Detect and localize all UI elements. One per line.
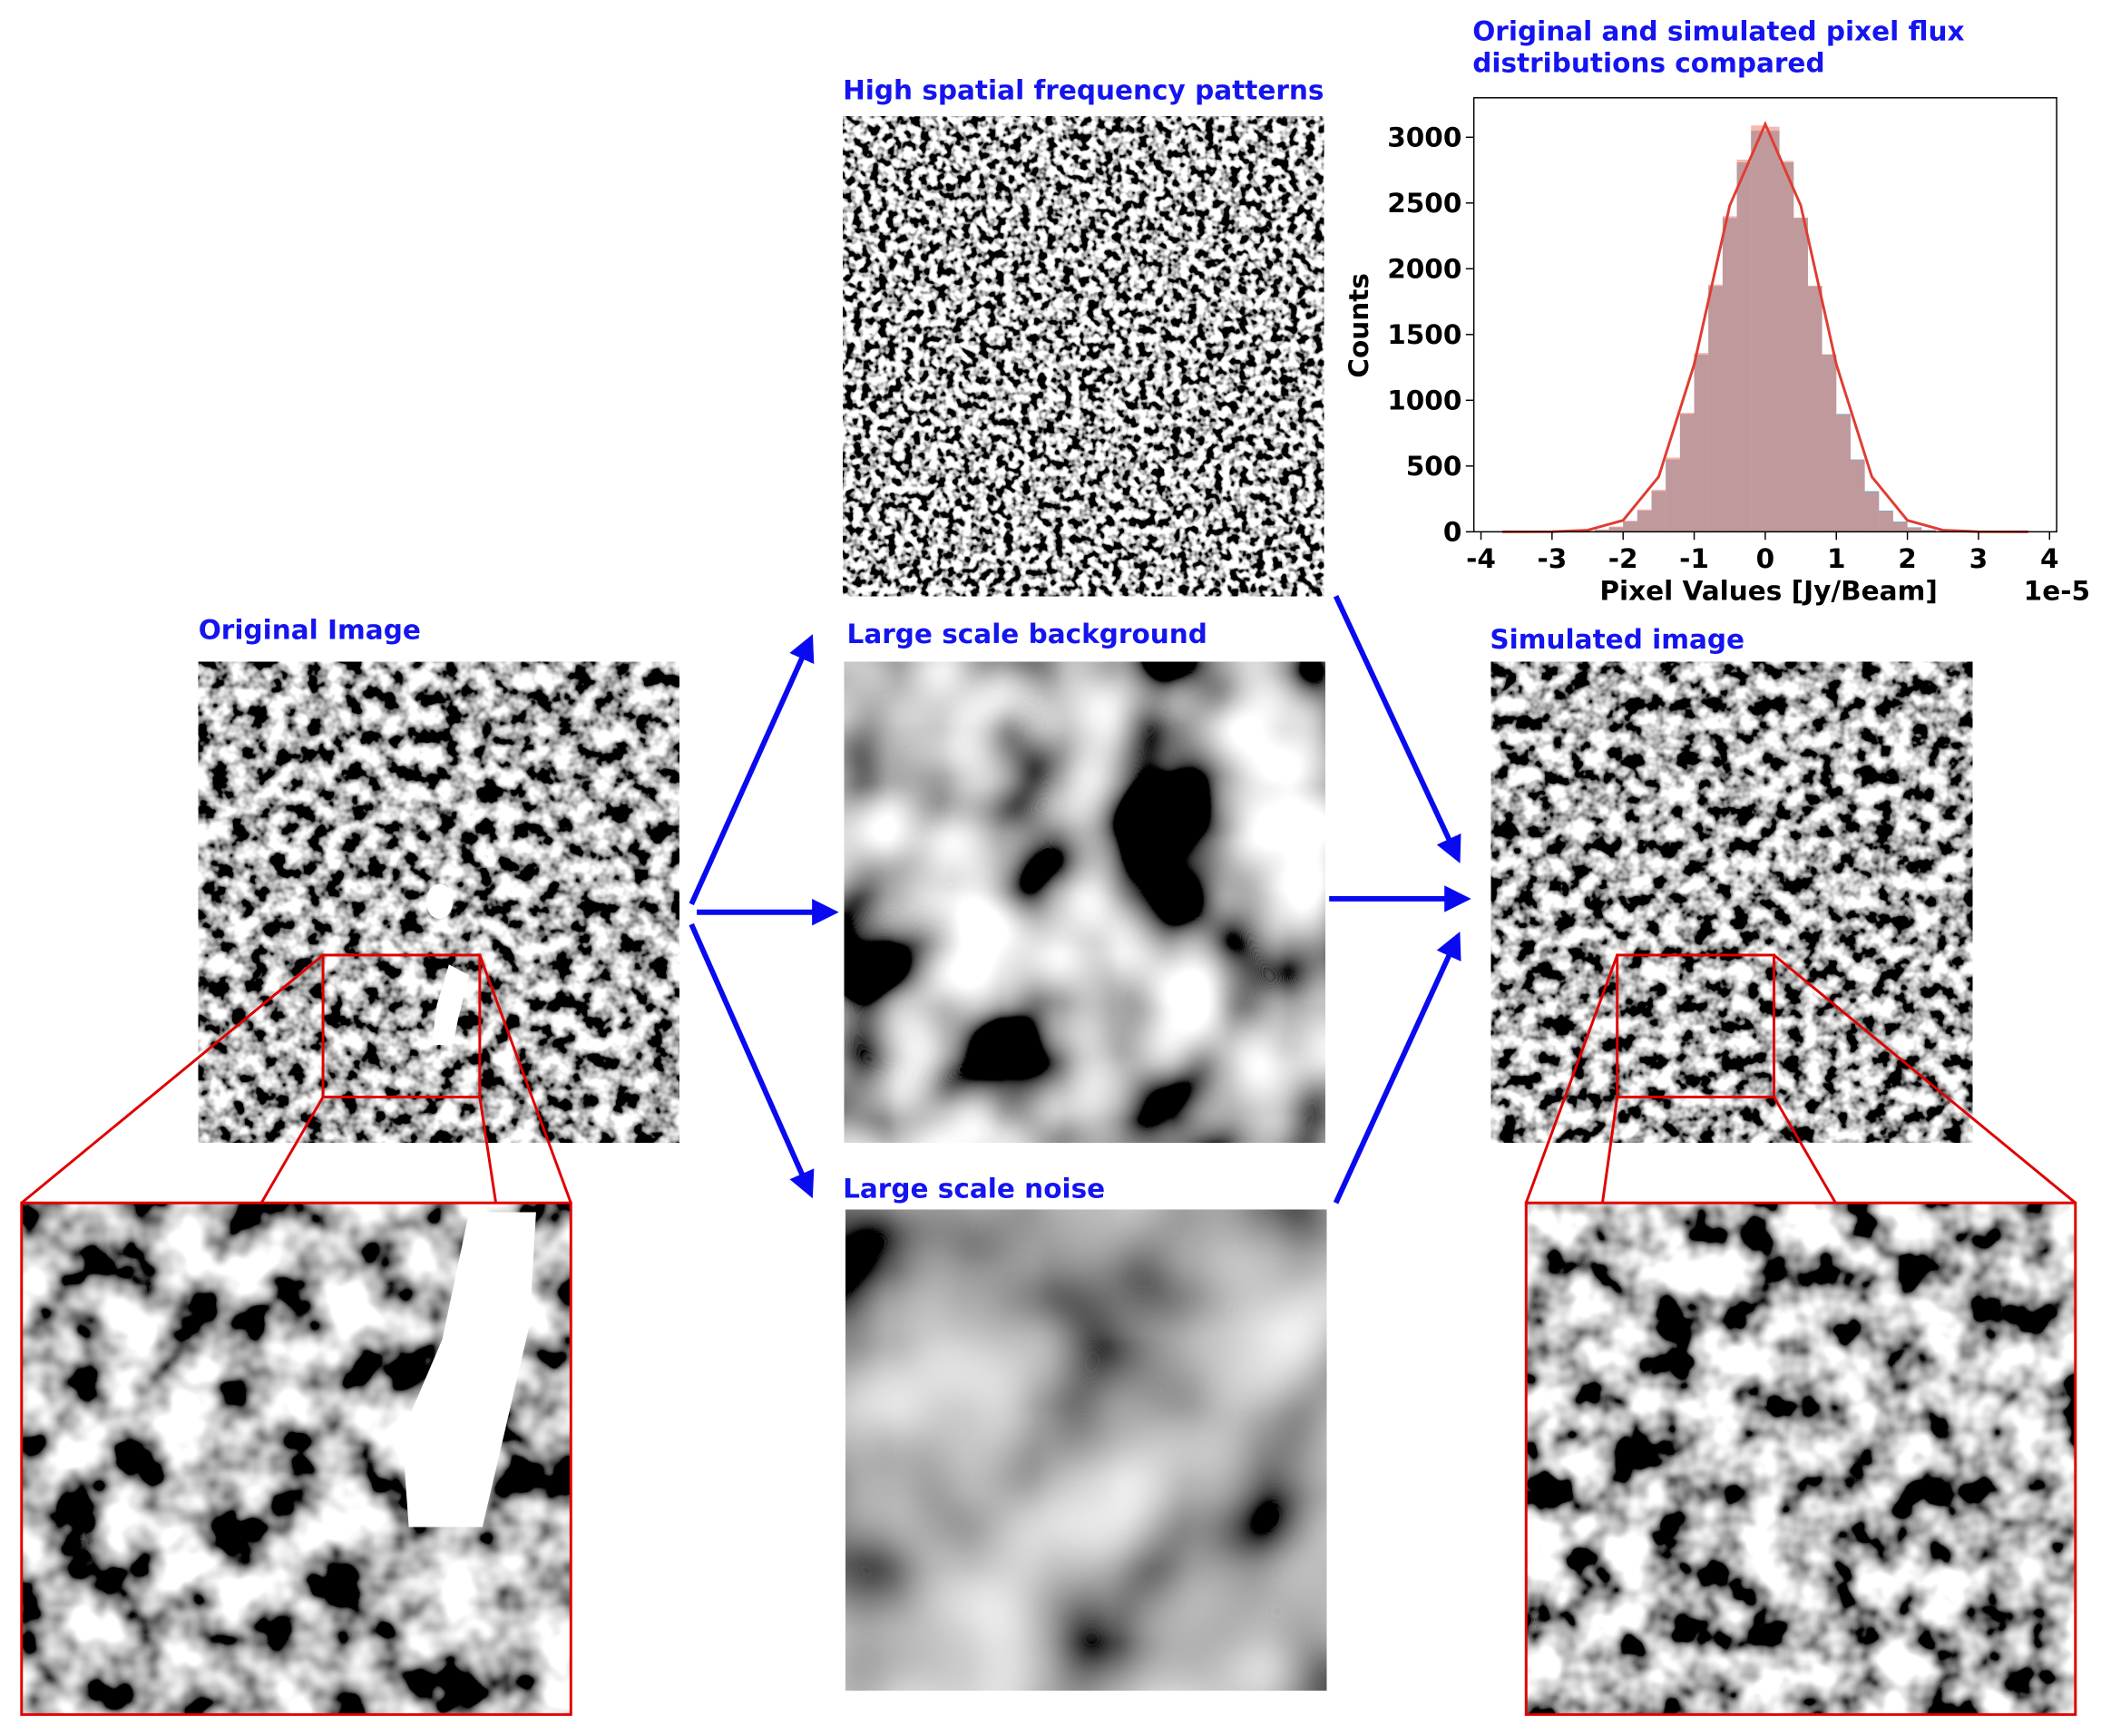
chart-title: Original and simulated pixel flux <box>1472 15 1964 46</box>
panel-label: High spatial frequency patterns <box>843 74 1324 105</box>
histogram-bar <box>1722 216 1737 532</box>
zoom-box <box>321 953 482 1099</box>
source-blob <box>402 1212 536 1527</box>
histogram-chart: Original and simulated pixel flux distri… <box>1344 15 2090 606</box>
zoom-frame <box>20 1201 572 1716</box>
background-image <box>844 661 1325 1143</box>
panel-label: Large scale background <box>847 619 1207 649</box>
histogram-bar <box>1836 414 1851 532</box>
zoom-frames <box>20 953 2077 1716</box>
chart-title: distributions compared <box>1472 48 1824 79</box>
histogram-bar <box>1594 529 1609 532</box>
histogram-bar <box>1822 354 1837 532</box>
histogram-bar <box>1623 520 1637 532</box>
high-freq-image <box>843 116 1324 597</box>
y-axis-label: Counts <box>1344 273 1374 378</box>
histogram-bar <box>1892 522 1908 532</box>
zoom-lines <box>20 953 572 1204</box>
fit-curve <box>1502 121 2028 533</box>
histogram-bar <box>1807 286 1822 532</box>
x-tick-label: 3 <box>1969 543 1989 574</box>
histogram-bar <box>1751 125 1765 532</box>
simulated-zoom <box>1526 1203 2076 1715</box>
histogram-bar <box>1637 509 1652 532</box>
panel-label: Large scale noise <box>843 1173 1105 1204</box>
arrow <box>1333 594 1461 863</box>
y-tick-label: 1000 <box>1387 385 1461 416</box>
y-tick-label: 2000 <box>1387 254 1461 285</box>
x-tick-label: 2 <box>1898 543 1917 574</box>
histogram-bar <box>1608 526 1624 532</box>
histogram-bar <box>1907 527 1922 532</box>
y-tick-label: 2500 <box>1387 188 1461 219</box>
noise-image <box>845 1209 1327 1691</box>
arrow <box>1333 931 1461 1204</box>
panel-label: Original Image <box>199 614 421 645</box>
x-offset-label: 1e-5 <box>2024 576 2090 607</box>
zoom-box <box>1616 953 1775 1099</box>
histogram-bar <box>1764 126 1780 532</box>
histogram-bar <box>1921 530 1936 532</box>
histogram-bar <box>1793 217 1808 532</box>
panel-label: Simulated image <box>1490 624 1744 655</box>
histogram-bar <box>1679 413 1695 532</box>
histogram-bar <box>1850 460 1865 532</box>
histogram-bar <box>1708 284 1723 532</box>
arrow <box>689 634 815 906</box>
x-tick-label: -1 <box>1679 543 1709 574</box>
histogram-bar <box>1694 353 1709 532</box>
zoom-lines <box>1524 953 2077 1204</box>
histogram-bar <box>1779 161 1794 532</box>
arrow <box>689 922 815 1199</box>
arrows <box>689 594 1471 1204</box>
y-tick-label: 500 <box>1406 451 1462 482</box>
zoom-frame <box>1524 1201 2077 1716</box>
x-tick-label: 1 <box>1827 543 1846 574</box>
histogram-bar <box>1651 489 1666 532</box>
histogram-bar <box>1879 511 1893 532</box>
histogram-bar <box>1666 457 1680 532</box>
histogram-bar <box>1864 492 1880 532</box>
y-tick-label: 3000 <box>1387 122 1461 153</box>
x-tick-label: -3 <box>1537 543 1567 574</box>
y-tick-label: 1500 <box>1387 319 1461 350</box>
histogram-bar <box>1736 159 1752 532</box>
x-tick-label: -4 <box>1466 543 1496 574</box>
simulated-image <box>1490 661 1973 1143</box>
source-blob <box>431 964 470 1045</box>
x-axis-label: Pixel Values [Jy/Beam] <box>1599 576 1938 607</box>
x-tick-label: 4 <box>2040 543 2059 574</box>
x-tick-label: 0 <box>1756 543 1775 574</box>
x-tick-label: -2 <box>1608 543 1638 574</box>
y-tick-label: 0 <box>1443 517 1462 548</box>
source-blob <box>425 883 454 920</box>
